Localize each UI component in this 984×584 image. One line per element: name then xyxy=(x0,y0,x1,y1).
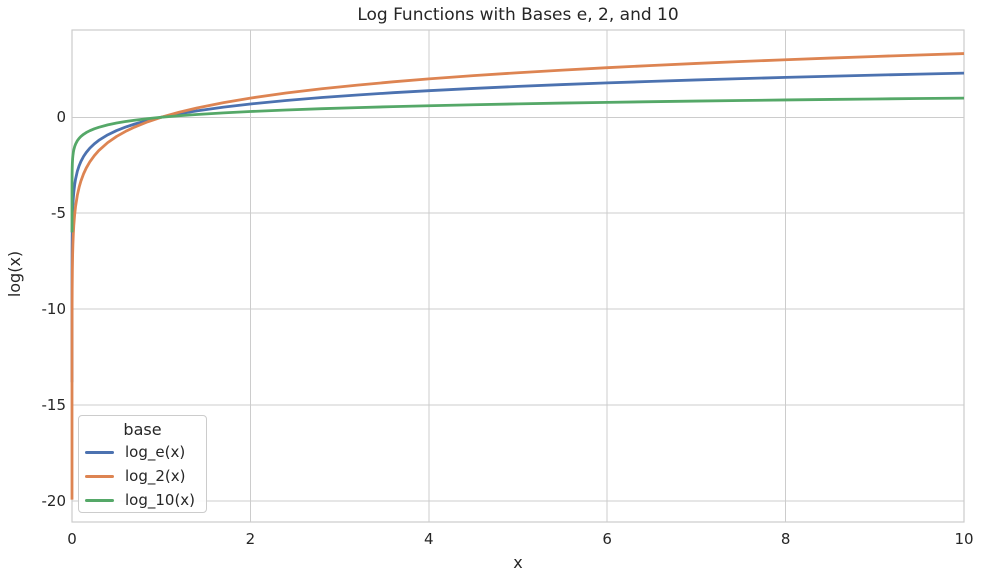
x-tick-label: 10 xyxy=(954,530,974,548)
legend: base log_e(x) log_2(x) log_10(x) xyxy=(78,415,207,513)
x-tick-label: 4 xyxy=(424,530,434,548)
legend-title: base xyxy=(123,420,162,439)
legend-swatch xyxy=(85,474,114,478)
legend-entry: log_10(x) xyxy=(79,488,206,512)
y-axis-label: log(x) xyxy=(5,250,24,298)
y-tick-label: 0 xyxy=(56,108,66,127)
series-line-log_e(x) xyxy=(70,71,965,383)
legend-swatch xyxy=(85,498,114,502)
legend-entry-label: log_10(x) xyxy=(125,491,196,509)
curves xyxy=(70,52,965,500)
legend-entry-label: log_e(x) xyxy=(125,443,186,461)
legend-entry-label: log_2(x) xyxy=(125,467,186,485)
y-tick-label: -5 xyxy=(51,204,66,223)
y-tick-label: -10 xyxy=(41,300,67,319)
legend-swatch xyxy=(85,450,114,454)
series-line-log_2(x) xyxy=(70,52,965,500)
x-tick-label: 2 xyxy=(245,530,256,548)
x-tick-label: 0 xyxy=(67,530,77,548)
series-line-log_10(x) xyxy=(70,96,965,233)
legend-entry: log_e(x) xyxy=(79,440,206,464)
legend-entries: log_e(x) log_2(x) log_10(x) xyxy=(79,440,206,512)
x-tick-label: 8 xyxy=(780,530,791,548)
legend-entry: log_2(x) xyxy=(79,464,206,488)
y-tick-label: -20 xyxy=(41,491,67,510)
chart-title: Log Functions with Bases e, 2, and 10 xyxy=(357,5,679,25)
x-tick-label: 6 xyxy=(602,530,612,548)
y-tick-label: -15 xyxy=(41,395,67,414)
x-axis-label: x xyxy=(513,553,523,572)
